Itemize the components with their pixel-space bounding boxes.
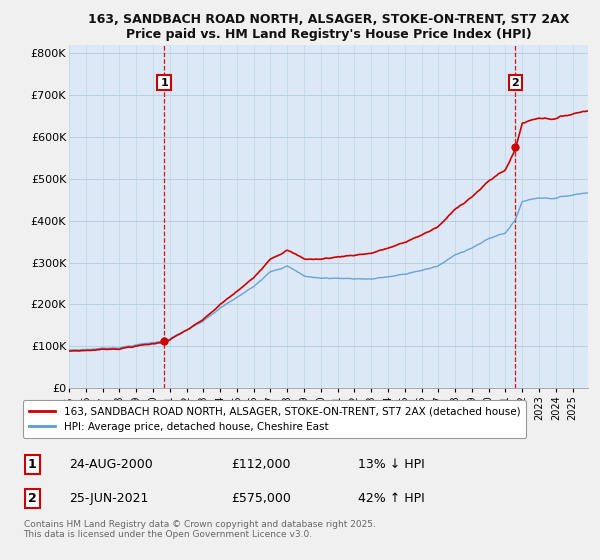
Text: 25-JUN-2021: 25-JUN-2021 xyxy=(70,492,149,505)
Text: 2: 2 xyxy=(28,492,37,505)
Text: 2: 2 xyxy=(511,78,519,88)
Text: 42% ↑ HPI: 42% ↑ HPI xyxy=(358,492,424,505)
Text: £112,000: £112,000 xyxy=(231,458,290,472)
Legend: 163, SANDBACH ROAD NORTH, ALSAGER, STOKE-ON-TRENT, ST7 2AX (detached house), HPI: 163, SANDBACH ROAD NORTH, ALSAGER, STOKE… xyxy=(23,400,526,438)
Text: 13% ↓ HPI: 13% ↓ HPI xyxy=(358,458,424,472)
Text: Contains HM Land Registry data © Crown copyright and database right 2025.
This d: Contains HM Land Registry data © Crown c… xyxy=(23,520,376,539)
Text: 1: 1 xyxy=(160,78,168,88)
Text: £575,000: £575,000 xyxy=(231,492,291,505)
Text: 1: 1 xyxy=(28,458,37,472)
Text: 24-AUG-2000: 24-AUG-2000 xyxy=(70,458,154,472)
Title: 163, SANDBACH ROAD NORTH, ALSAGER, STOKE-ON-TRENT, ST7 2AX
Price paid vs. HM Lan: 163, SANDBACH ROAD NORTH, ALSAGER, STOKE… xyxy=(88,13,569,41)
